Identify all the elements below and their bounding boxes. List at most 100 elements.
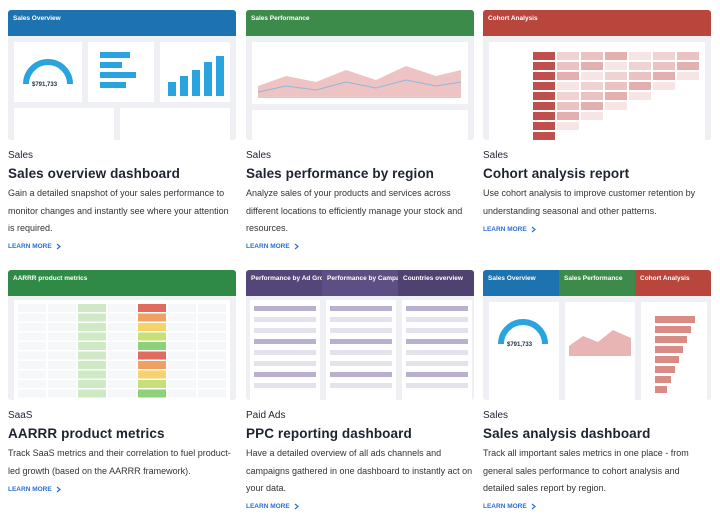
card-description: Track all important sales metrics in one…: [483, 448, 689, 493]
thumbnail-shape: [138, 361, 166, 369]
thumbnail-shape: [581, 62, 603, 70]
thumbnail-shape: [100, 72, 136, 78]
link-text: LEARN MORE: [8, 243, 52, 250]
card-title[interactable]: Cohort analysis report: [483, 166, 630, 181]
learn-more-link[interactable]: LEARN MORE: [246, 501, 474, 513]
thumbnail-shape: [168, 332, 196, 341]
thumbnail[interactable]: Cohort Analysis: [483, 10, 711, 140]
thumbnail-tab: Performance by Campaign: [322, 270, 398, 296]
thumbnail-shape: [653, 82, 675, 90]
link-text: LEARN MORE: [246, 503, 290, 510]
thumbnail-shape: [168, 323, 196, 331]
thumbnail-shape: [605, 82, 627, 90]
template-card: Sales Performance Sales Sales performance …: [246, 10, 474, 253]
thumbnail-shape: [557, 82, 579, 90]
thumbnail-shape: [108, 361, 136, 369]
thumbnail-shape: [330, 361, 392, 366]
card-category: Sales: [483, 150, 509, 161]
thumbnail-shape: [108, 389, 136, 398]
thumbnail-shape: [533, 62, 555, 70]
thumbnail[interactable]: Sales Overview Sales Performance Cohort An…: [483, 270, 711, 400]
learn-more-link[interactable]: LEARN MORE: [8, 241, 236, 253]
thumbnail-shape: [330, 383, 392, 388]
thumbnail-shape: [629, 72, 651, 80]
card-title[interactable]: Sales analysis dashboard: [483, 426, 651, 441]
learn-more-link[interactable]: LEARN MORE: [483, 223, 711, 235]
thumbnail-shape: [254, 350, 316, 355]
thumbnail-shape: [330, 350, 392, 355]
thumbnail-shape: [605, 52, 627, 60]
thumbnail-header: Sales Overview: [8, 10, 236, 36]
thumbnail-shape: [655, 366, 675, 373]
thumbnail-shape: [48, 361, 76, 369]
thumbnail-shape: [254, 361, 316, 366]
thumbnail-shape: [18, 361, 46, 369]
card-description: Track SaaS metrics and their correlation…: [8, 448, 231, 476]
thumbnail-shape: [198, 323, 226, 331]
thumbnail-shape: [168, 342, 196, 350]
thumbnail-shape: [581, 72, 603, 80]
card-description: Have a detailed overview of all ads chan…: [246, 448, 473, 493]
thumbnail-header: AARRR product metrics: [8, 270, 236, 296]
card-title[interactable]: PPC reporting dashboard: [246, 426, 412, 441]
thumbnail-shape: [406, 383, 468, 388]
thumbnail-shape: [653, 62, 675, 70]
thumbnail-tab: AARRR product metrics: [8, 270, 236, 296]
thumbnail-shape: [655, 376, 671, 383]
thumbnail-shape: [258, 66, 461, 98]
thumbnail-shape: [254, 306, 316, 311]
thumbnail-shape: [23, 59, 73, 85]
thumbnail-shape: [48, 380, 76, 388]
thumbnail-shape: [138, 380, 166, 388]
learn-more-link[interactable]: LEARN MORE: [483, 501, 711, 513]
thumbnail-shape: [533, 112, 555, 120]
chevron-icon: [531, 226, 536, 232]
thumbnail[interactable]: Sales Performance: [246, 10, 474, 140]
learn-more-link[interactable]: LEARN MORE: [246, 241, 474, 253]
thumbnail-shape: [406, 328, 468, 333]
learn-more-link[interactable]: LEARN MORE: [8, 483, 236, 495]
thumbnail-shape: [48, 304, 76, 312]
thumbnail-shape: [138, 389, 166, 398]
thumbnail[interactable]: Sales Overview $791,733: [8, 10, 236, 140]
thumbnail-shape: [48, 342, 76, 350]
thumbnail-shape: [100, 62, 122, 68]
thumbnail-shape: [489, 302, 559, 400]
thumbnail-shape: [254, 372, 316, 377]
card-title[interactable]: Sales performance by region: [246, 166, 435, 181]
chevron: [531, 503, 536, 510]
thumbnail-shape: [216, 56, 224, 96]
thumbnail[interactable]: Performance by Ad GroupPerformance by Ca…: [246, 270, 474, 400]
thumbnail-shape: [18, 380, 46, 388]
thumbnail-shape: [198, 332, 226, 341]
template-card: AARRR product metrics SaaS AARRR product m…: [8, 270, 236, 495]
card-category: Sales: [246, 150, 272, 161]
thumbnail-shape: [108, 332, 136, 341]
thumbnail-shape: [557, 92, 579, 100]
thumbnail-shape: [498, 319, 548, 345]
thumbnail-shape: [557, 52, 579, 60]
template-card: Sales Overview Sales Performance Cohort An…: [483, 270, 711, 513]
thumbnail-shape: [168, 304, 196, 312]
thumbnail-shape: [533, 122, 555, 130]
thumbnail-shape: [330, 317, 392, 322]
thumbnail-shape: [629, 52, 651, 60]
thumbnail-shape: [533, 82, 555, 90]
thumbnail-shape: [581, 102, 603, 110]
chevron-icon: [294, 503, 299, 510]
thumbnail-shape: [138, 342, 166, 350]
card-category: Paid Ads: [246, 410, 286, 421]
thumbnail-header: Cohort Analysis: [483, 10, 711, 36]
thumbnail-shape: [18, 304, 46, 312]
thumbnail[interactable]: AARRR product metrics: [8, 270, 236, 400]
card-title[interactable]: AARRR product metrics: [8, 426, 165, 441]
thumbnail-shape: [18, 389, 46, 398]
chevron: [294, 243, 299, 250]
thumbnail-shape: [138, 332, 166, 341]
thumbnail-shape: [18, 370, 46, 379]
card-title[interactable]: Sales overview dashboard: [8, 166, 180, 181]
thumbnail-shape: [198, 351, 226, 360]
thumbnail-shape: [581, 112, 603, 120]
chevron-icon: [56, 486, 61, 492]
